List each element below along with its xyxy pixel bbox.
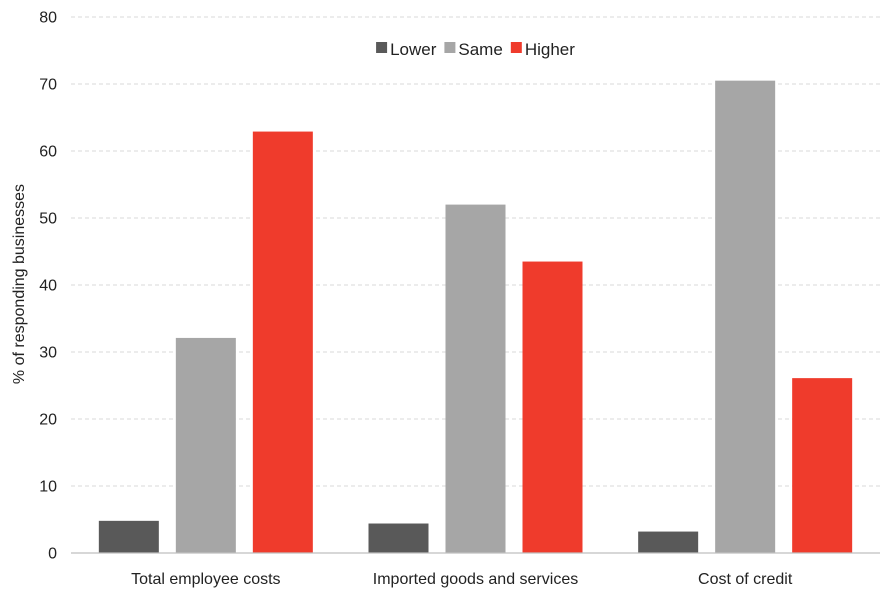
x-category-label: Total employee costs (131, 571, 280, 588)
bar-higher-3 (792, 378, 853, 553)
y-axis-title: % of responding businesses (11, 184, 28, 384)
legend-label-higher: Higher (525, 40, 575, 59)
bar-lower-1 (98, 520, 159, 553)
bar-same-2 (445, 204, 506, 553)
legend-swatch-higher (510, 42, 522, 53)
y-tick-label: 20 (39, 412, 57, 429)
y-tick-label: 80 (39, 10, 57, 27)
bar-same-1 (175, 337, 236, 553)
y-tick-label: 70 (39, 77, 57, 94)
y-tick-label: 50 (39, 211, 57, 228)
legend-swatch-lower (376, 42, 388, 53)
y-tick-label: 60 (39, 144, 57, 161)
y-tick-label: 40 (39, 278, 57, 295)
y-axis-ticks: 0 10 20 30 40 50 60 70 80 (39, 10, 57, 563)
category-labels: Total employee costs Imported goods and s… (131, 571, 793, 588)
x-category-label: Cost of credit (698, 571, 793, 588)
legend: Lower Same Higher (376, 40, 575, 59)
legend-label-same: Same (458, 40, 502, 59)
bar-same-3 (715, 80, 776, 554)
y-tick-label: 30 (39, 345, 57, 362)
bar-higher-1 (252, 131, 313, 553)
bars (98, 80, 853, 554)
x-category-label: Imported goods and services (373, 571, 578, 588)
bar-higher-2 (522, 261, 583, 553)
bar-lower-2 (368, 523, 429, 553)
y-tick-label: 10 (39, 479, 57, 496)
bar-lower-3 (638, 531, 699, 553)
legend-label-lower: Lower (390, 40, 437, 59)
y-tick-label: 0 (48, 546, 57, 563)
legend-swatch-same (444, 42, 456, 53)
